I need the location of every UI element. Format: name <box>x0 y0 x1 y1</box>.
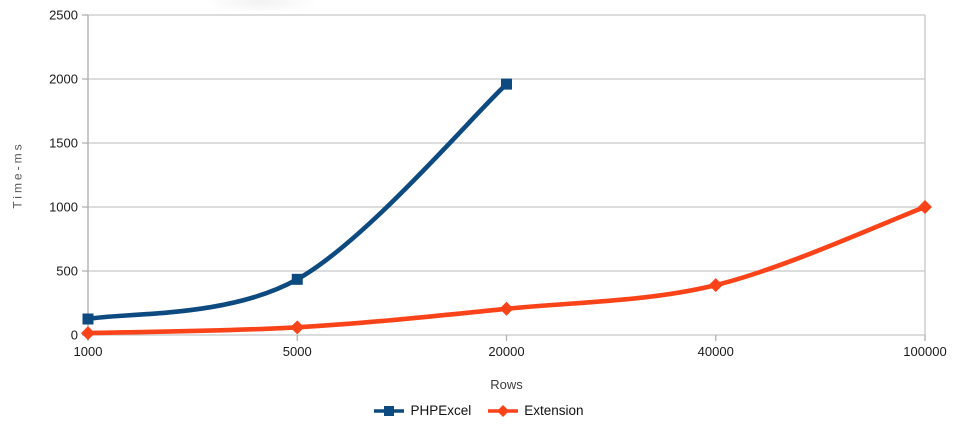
legend-label: PHPExcel <box>410 403 472 418</box>
legend-marker-diamond-icon <box>488 404 519 417</box>
x-tick-label: 20000 <box>488 344 524 359</box>
x-tick-label: 1000 <box>74 344 103 359</box>
y-tick-label: 500 <box>56 264 78 279</box>
x-axis-title: Rows <box>490 377 523 392</box>
data-point-square <box>291 273 303 285</box>
y-axis-title: Time-ms <box>11 141 25 209</box>
x-tick-label: 100000 <box>903 344 946 359</box>
data-point-diamond <box>499 301 514 316</box>
y-tick-label: 0 <box>71 328 78 343</box>
x-tick-label: 5000 <box>283 344 312 359</box>
y-axis-title-wrap: Time-ms <box>0 15 36 335</box>
legend-label: Extension <box>524 403 584 418</box>
data-point-diamond <box>918 200 932 214</box>
y-tick-label: 1500 <box>49 136 78 151</box>
data-point-square <box>501 78 512 90</box>
x-tick-label: 40000 <box>698 344 734 359</box>
legend-marker-square-icon <box>374 405 405 416</box>
legend-item-phpexcel[interactable]: PHPExcel <box>373 403 471 418</box>
data-point-diamond <box>81 326 95 341</box>
data-point-diamond <box>290 320 305 335</box>
data-point-square <box>82 313 94 325</box>
series-line-phpexcel <box>85 81 509 322</box>
y-tick-label: 2500 <box>49 8 78 23</box>
chart-legend: PHPExcel Extension <box>0 403 957 418</box>
legend-item-extension[interactable]: Extension <box>487 403 584 418</box>
data-point-diamond <box>708 278 723 293</box>
y-tick-label: 1000 <box>49 200 78 215</box>
y-tick-label: 2000 <box>49 72 78 87</box>
